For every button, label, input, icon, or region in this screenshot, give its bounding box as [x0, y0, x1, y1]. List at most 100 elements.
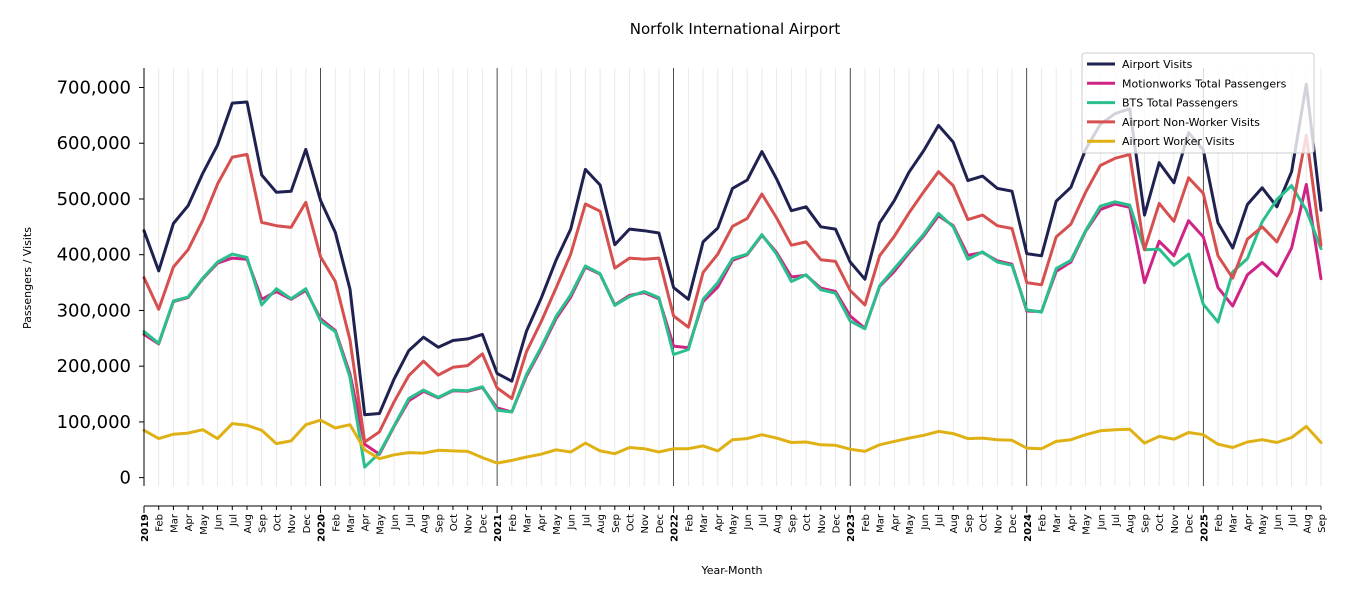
x-tick-month-label: Mar	[1052, 513, 1063, 533]
y-axis: 0 100,000 200,000 300,000 400,000 500,000 600,…	[57, 68, 145, 489]
x-tick-month-label: Jun	[1096, 514, 1107, 531]
x-tick-month-label: Oct	[449, 514, 460, 531]
legend-entry: Airport Worker Visits	[1122, 135, 1235, 148]
x-tick-month-label: May	[905, 514, 916, 535]
x-tick-month-label: Apr	[890, 513, 901, 531]
x-tick-month-label: Sep	[434, 514, 445, 533]
x-tick-month-label: Nov	[640, 514, 651, 534]
y-tick-label: 200,000	[57, 356, 131, 377]
x-tick-month-label: Feb	[155, 514, 166, 532]
x-tick-month-label: May	[729, 514, 740, 535]
x-tick-month-label: Sep	[964, 514, 975, 533]
x-tick-month-label: Aug	[773, 514, 784, 534]
y-tick-label: 0	[120, 468, 131, 489]
x-tick-month-label: Feb	[331, 514, 342, 532]
x-tick-month-label: Oct	[626, 514, 637, 531]
x-tick-month-label: Jul	[1111, 514, 1122, 527]
x-tick-month-label: Aug	[596, 514, 607, 534]
x-tick-month-label: Aug	[1302, 514, 1313, 534]
x-tick-month-label: Mar	[169, 513, 180, 533]
x-tick-month-label: Jul	[934, 514, 945, 527]
x-tick-year-label: 2025	[1199, 514, 1210, 542]
x-tick-month-label: Sep	[258, 514, 269, 533]
x-tick-month-label: Mar	[699, 513, 710, 533]
x-tick-month-label: Mar	[1229, 513, 1240, 533]
x-tick-month-label: Aug	[243, 514, 254, 534]
x-tick-month-label: Dec	[655, 514, 666, 533]
x-tick-month-label: Nov	[464, 514, 475, 534]
x-tick-month-label: Apr	[1067, 513, 1078, 531]
x-tick-month-label: Apr	[537, 513, 548, 531]
x-tick-year-label: 2024	[1023, 514, 1034, 542]
x-tick-month-label: Jul	[581, 514, 592, 527]
series-line-airport-non-worker-visits	[142, 133, 1323, 444]
x-tick-year-label: 2020	[317, 514, 328, 542]
x-tick-month-label: Apr	[714, 513, 725, 531]
x-tick-month-label: Jul	[758, 514, 769, 527]
x-tick-month-label: Apr	[184, 513, 195, 531]
x-tick-month-label: Jun	[390, 514, 401, 531]
x-tick-month-label: May	[199, 514, 210, 535]
x-tick-month-label: Aug	[1126, 514, 1137, 534]
x-tick-month-label: May	[375, 514, 386, 535]
series-line-bts-total-passengers	[142, 184, 1323, 469]
x-tick-month-label: Apr	[1243, 513, 1254, 531]
y-tick-label: 500,000	[57, 189, 131, 210]
x-tick-month-label: Feb	[508, 514, 519, 532]
legend-entry: BTS Total Passengers	[1122, 97, 1238, 110]
x-tick-month-label: Sep	[611, 514, 622, 533]
x-tick-month-label: Feb	[861, 514, 872, 532]
series-line-airport-worker-visits	[142, 418, 1323, 465]
x-tick-month-label: Jul	[405, 514, 416, 527]
chart-title: Norfolk International Airport	[630, 20, 841, 38]
x-tick-month-label: Oct	[272, 514, 283, 531]
x-tick-year-label: 2019	[140, 514, 151, 542]
x-tick-month-label: Dec	[1008, 514, 1019, 533]
x-tick-month-label: Sep	[1140, 514, 1151, 533]
x-tick-month-label: Nov	[287, 514, 298, 534]
y-tick-label: 700,000	[57, 78, 131, 99]
x-axis: 2019 Feb Mar Apr May Jun Jul Aug Sep Oct Nov Dec 202…	[140, 505, 1328, 542]
legend: Airport Visits Motionworks Total Passenge…	[1081, 52, 1315, 154]
x-tick-month-label: Aug	[420, 514, 431, 534]
x-tick-month-label: Jul	[1288, 514, 1299, 527]
x-tick-month-label: Oct	[979, 514, 990, 531]
x-tick-month-label: Jun	[214, 514, 225, 531]
x-tick-month-label: Dec	[302, 514, 313, 533]
x-tick-month-label: Oct	[802, 514, 813, 531]
x-tick-month-label: May	[1258, 514, 1269, 535]
x-tick-month-label: Jun	[743, 514, 754, 531]
y-tick-label: 100,000	[57, 412, 131, 433]
x-tick-month-label: Nov	[993, 514, 1004, 534]
x-tick-month-label: Aug	[949, 514, 960, 534]
legend-entry: Motionworks Total Passengers	[1122, 77, 1287, 90]
y-tick-label: 400,000	[57, 245, 131, 266]
x-tick-month-label: Dec	[478, 514, 489, 533]
series-layer	[142, 82, 1323, 469]
x-tick-year-label: 2021	[493, 514, 504, 542]
x-tick-month-label: May	[1082, 514, 1093, 535]
x-tick-month-label: Jun	[1273, 514, 1284, 531]
legend-entry: Airport Visits	[1122, 58, 1193, 71]
x-axis-label: Year-Month	[700, 564, 762, 577]
x-tick-year-label: 2022	[670, 514, 681, 542]
x-tick-month-label: Dec	[1185, 514, 1196, 533]
legend-box	[1081, 52, 1315, 154]
y-axis-label: Passengers / Visits	[21, 227, 34, 329]
x-tick-month-label: Nov	[1170, 514, 1181, 534]
x-tick-month-label: Nov	[817, 514, 828, 534]
x-tick-year-label: 2023	[846, 514, 857, 542]
legend-entry: Airport Non-Worker Visits	[1122, 116, 1260, 129]
x-tick-month-label: Feb	[1214, 514, 1225, 532]
x-tick-month-label: Mar	[876, 513, 887, 533]
x-tick-month-label: May	[552, 514, 563, 535]
x-tick-month-label: Sep	[787, 514, 798, 533]
x-tick-month-label: Jul	[228, 514, 239, 527]
y-tick-label: 300,000	[57, 300, 131, 321]
x-tick-month-label: Apr	[361, 513, 372, 531]
x-tick-month-label: Mar	[523, 513, 534, 533]
x-tick-month-label: Oct	[1155, 514, 1166, 531]
x-tick-month-label: Jun	[920, 514, 931, 531]
x-tick-month-label: Dec	[831, 514, 842, 533]
